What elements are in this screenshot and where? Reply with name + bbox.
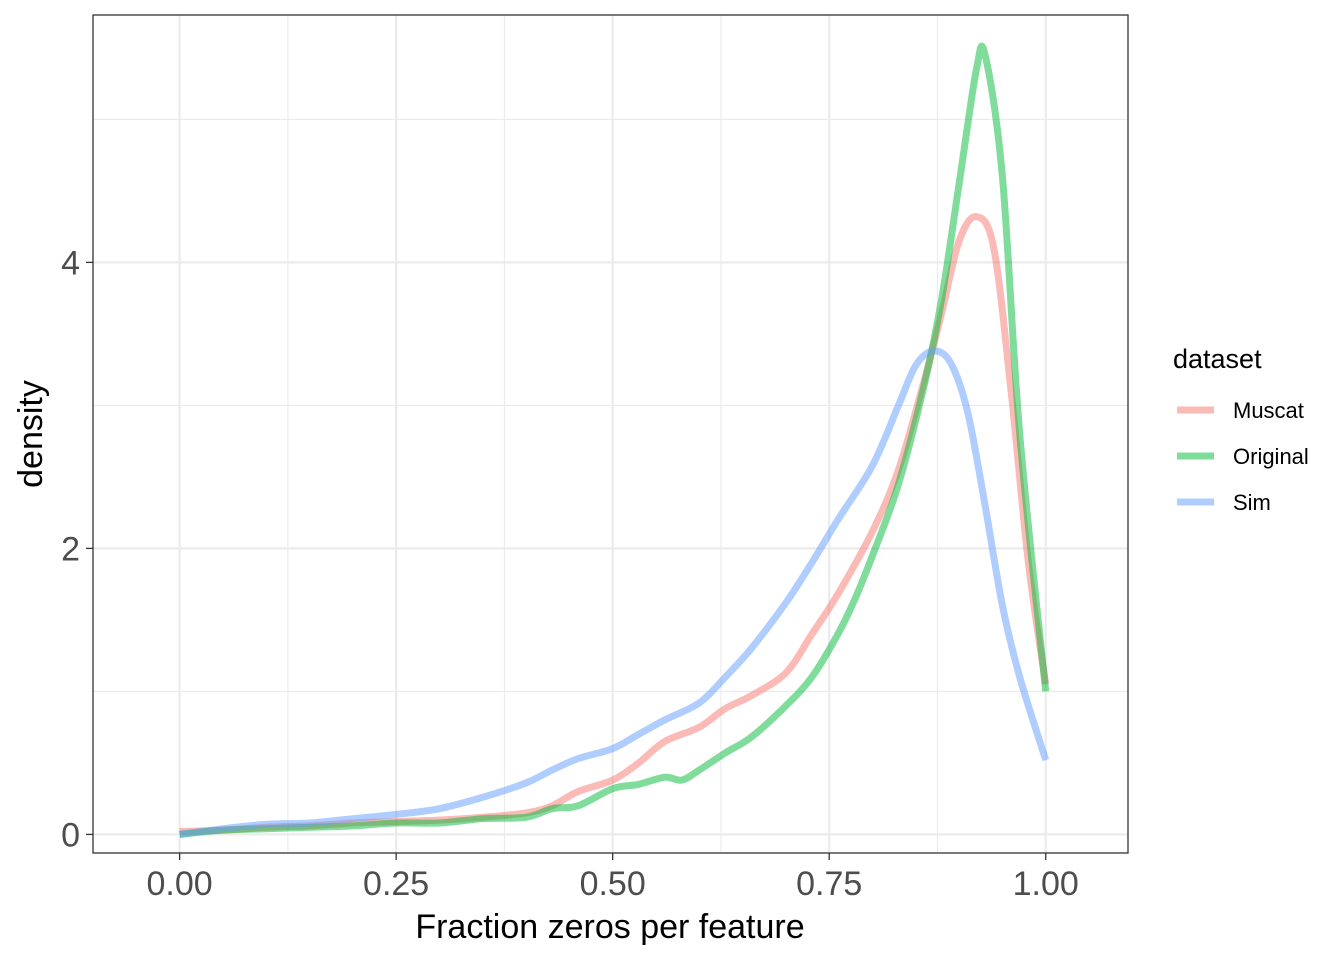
x-tick-label: 0.50 xyxy=(580,865,646,903)
x-axis: 0.00 0.25 0.50 0.75 1.00 xyxy=(147,853,1079,903)
grid-major xyxy=(93,15,1128,853)
plot-panel-background xyxy=(93,15,1128,853)
plot-panel-border xyxy=(92,14,1129,854)
y-tick-label: 4 xyxy=(61,244,80,282)
x-tick-label: 1.00 xyxy=(1013,865,1079,903)
x-tick-label: 0.00 xyxy=(147,865,213,903)
series-line-original xyxy=(179,42,1050,838)
x-tick-label: 0.25 xyxy=(363,865,429,903)
y-axis: 0 2 4 xyxy=(61,244,93,854)
grid-minor xyxy=(93,15,1128,853)
y-tick-label: 2 xyxy=(61,530,80,568)
y-tick-label: 0 xyxy=(61,816,80,854)
x-tick-label: 0.75 xyxy=(796,865,862,903)
legend: dataset Muscat Original Sim xyxy=(1173,344,1309,515)
series-lines xyxy=(179,42,1050,838)
legend-label-original: Original xyxy=(1233,444,1309,469)
legend-title: dataset xyxy=(1173,344,1262,374)
legend-label-sim: Sim xyxy=(1233,490,1271,515)
series-line-sim xyxy=(179,347,1050,838)
x-axis-title: Fraction zeros per feature xyxy=(415,908,804,946)
legend-label-muscat: Muscat xyxy=(1233,398,1304,423)
y-axis-title: density xyxy=(12,380,50,488)
